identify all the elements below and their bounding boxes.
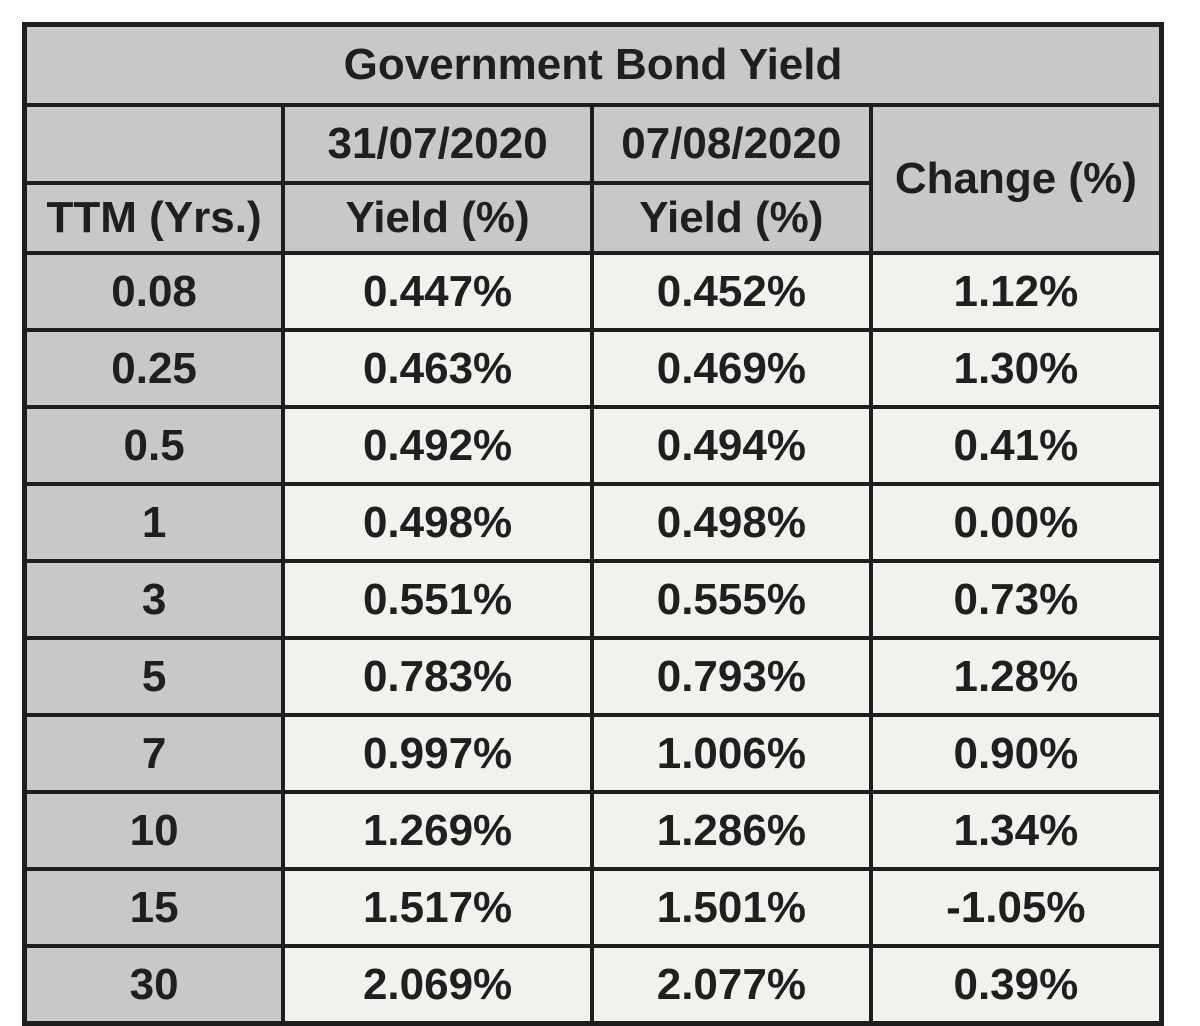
government-bond-yield-table: Government Bond Yield 31/07/2020 07/08/2… (22, 22, 1164, 1026)
table-row: 15 1.517% 1.501% -1.05% (22, 867, 1164, 948)
ttm-cell: 15 (22, 867, 286, 948)
table-title: Government Bond Yield (22, 22, 1164, 107)
change-cell: 0.73% (868, 559, 1164, 640)
yield-curr-cell: 0.452% (589, 251, 873, 332)
table-row: 10 1.269% 1.286% 1.34% (22, 790, 1164, 871)
yield-curr-cell: 1.501% (589, 867, 873, 948)
table-row: 3 0.551% 0.555% 0.73% (22, 559, 1164, 640)
change-cell: 0.00% (868, 482, 1164, 563)
ttm-cell: 0.25 (22, 328, 286, 409)
change-cell: -1.05% (868, 867, 1164, 948)
change-cell: 1.30% (868, 328, 1164, 409)
change-header: Change (%) (868, 103, 1164, 255)
yield-curr-cell: 1.286% (589, 790, 873, 871)
date-curr-header: 07/08/2020 (589, 103, 873, 185)
yield-prev-cell: 2.069% (281, 944, 594, 1026)
table-row: 0.25 0.463% 0.469% 1.30% (22, 328, 1164, 409)
yield-curr-header: Yield (%) (589, 181, 873, 255)
ttm-cell: 0.08 (22, 251, 286, 332)
empty-header-cell (22, 103, 286, 185)
yield-prev-cell: 1.269% (281, 790, 594, 871)
date-prev-header: 31/07/2020 (281, 103, 594, 185)
ttm-cell: 5 (22, 636, 286, 717)
ttm-cell: 10 (22, 790, 286, 871)
yield-curr-cell: 2.077% (589, 944, 873, 1026)
yield-prev-header: Yield (%) (281, 181, 594, 255)
yield-curr-cell: 0.555% (589, 559, 873, 640)
yield-prev-cell: 0.551% (281, 559, 594, 640)
change-cell: 1.34% (868, 790, 1164, 871)
ttm-cell: 0.5 (22, 405, 286, 486)
yield-prev-cell: 0.498% (281, 482, 594, 563)
ttm-cell: 7 (22, 713, 286, 794)
table-row: 30 2.069% 2.077% 0.39% (22, 944, 1164, 1026)
table-row: 7 0.997% 1.006% 0.90% (22, 713, 1164, 794)
yield-prev-cell: 0.463% (281, 328, 594, 409)
yield-curr-cell: 0.498% (589, 482, 873, 563)
change-cell: 0.41% (868, 405, 1164, 486)
change-cell: 0.90% (868, 713, 1164, 794)
yield-curr-cell: 0.494% (589, 405, 873, 486)
table-row: 5 0.783% 0.793% 1.28% (22, 636, 1164, 717)
table-sub-header-row: TTM (Yrs.) Yield (%) Yield (%) (22, 181, 1162, 255)
ttm-cell: 1 (22, 482, 286, 563)
yield-prev-cell: 0.447% (281, 251, 594, 332)
yield-curr-cell: 0.469% (589, 328, 873, 409)
yield-prev-cell: 0.783% (281, 636, 594, 717)
table-row: 1 0.498% 0.498% 0.00% (22, 482, 1164, 563)
yield-prev-cell: 0.997% (281, 713, 594, 794)
yield-curr-cell: 0.793% (589, 636, 873, 717)
change-cell: 0.39% (868, 944, 1164, 1026)
yield-prev-cell: 1.517% (281, 867, 594, 948)
table-date-header-row: 31/07/2020 07/08/2020 Change (%) (22, 103, 1164, 255)
ttm-cell: 3 (22, 559, 286, 640)
change-cell: 1.28% (868, 636, 1164, 717)
table-row: 0.08 0.447% 0.452% 1.12% (22, 251, 1164, 332)
table-body: 0.08 0.447% 0.452% 1.12% 0.25 0.463% 0.4… (22, 251, 1164, 1026)
table-title-row: Government Bond Yield (22, 22, 1164, 107)
ttm-cell: 30 (22, 944, 286, 1026)
ttm-header: TTM (Yrs.) (22, 181, 286, 255)
change-cell: 1.12% (868, 251, 1164, 332)
table-row: 0.5 0.492% 0.494% 0.41% (22, 405, 1164, 486)
bond-yield-table-container: Government Bond Yield 31/07/2020 07/08/2… (22, 22, 1164, 1026)
yield-prev-cell: 0.492% (281, 405, 594, 486)
yield-curr-cell: 1.006% (589, 713, 873, 794)
